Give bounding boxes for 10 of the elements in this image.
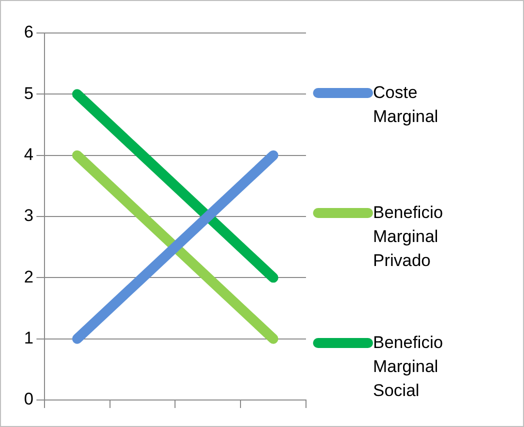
- y-tick-label: 1: [24, 328, 34, 348]
- y-tick-label: 0: [24, 390, 34, 409]
- legend-label: Beneficio Marginal Social: [373, 332, 444, 402]
- legend-label: Coste Marginal: [373, 82, 440, 128]
- y-tick-label: 4: [24, 145, 34, 164]
- legend-label: Beneficio Marginal Privado: [373, 202, 444, 272]
- y-tick-label: 2: [24, 267, 34, 286]
- y-tick-label: 5: [24, 84, 34, 103]
- y-tick-label: 6: [24, 22, 34, 42]
- y-tick-label: 3: [24, 206, 34, 226]
